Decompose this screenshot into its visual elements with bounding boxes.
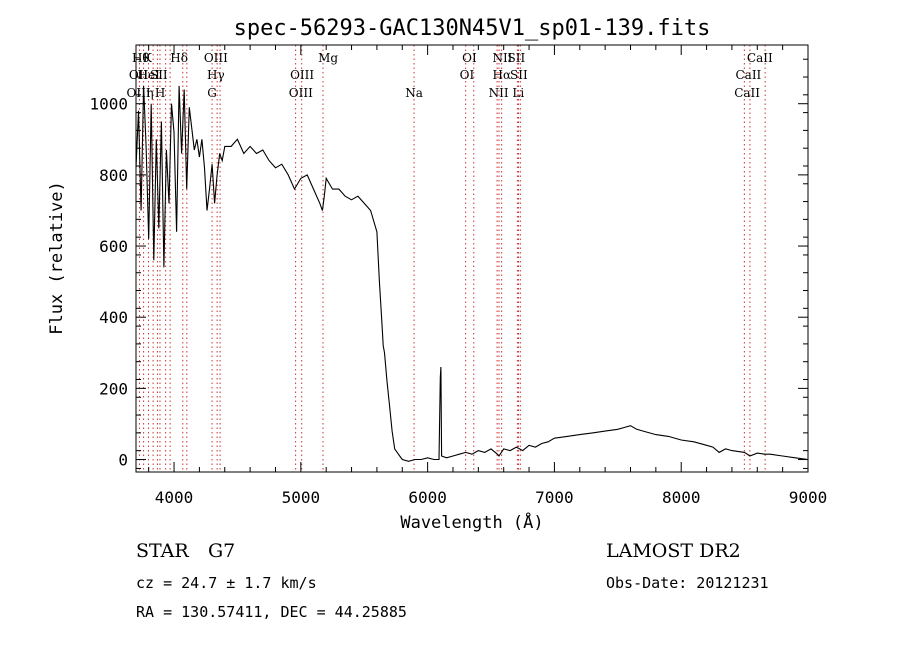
- line-marker-label: Na: [405, 86, 423, 100]
- line-marker-label: K: [143, 51, 153, 65]
- line-marker-label: OIII: [290, 68, 314, 82]
- y-tick-label: 600: [99, 237, 128, 256]
- line-marker-label: OIII: [289, 86, 313, 100]
- line-marker-label: SII: [150, 68, 168, 82]
- line-marker-label: SII: [510, 68, 528, 82]
- survey-label: LAMOST DR2: [606, 540, 741, 562]
- x-tick-label: 4000: [155, 488, 194, 507]
- spectrum-line: [135, 85, 809, 462]
- chart-title: spec-56293-GAC130N45V1_sp01-139.fits: [234, 16, 711, 41]
- x-tick-label: 6000: [408, 488, 447, 507]
- y-tick-label: 0: [118, 451, 128, 470]
- plot-frame: [135, 44, 809, 473]
- line-marker-label: CaII: [747, 51, 773, 65]
- x-tick-label: 7000: [535, 488, 574, 507]
- line-marker-label: H: [155, 86, 165, 100]
- line-marker-label: NII: [492, 51, 512, 65]
- line-marker-label: Hγ: [207, 68, 225, 82]
- line-marker-label: SII: [508, 51, 526, 65]
- line-marker-label: OI: [460, 68, 475, 82]
- coordinates-text: RA = 130.57411, DEC = 44.25885: [136, 603, 407, 621]
- line-marker-label: CaII: [735, 68, 761, 82]
- line-marker-label: η: [146, 86, 153, 100]
- line-marker-label: OII: [129, 68, 149, 82]
- line-marker-label: OI: [462, 51, 477, 65]
- line-marker-label: OIII: [127, 86, 151, 100]
- object-class: STAR: [136, 540, 189, 562]
- line-marker-label: Li: [512, 86, 524, 100]
- line-marker-label: Hδ: [170, 51, 188, 65]
- redshift-text: cz = 24.7 ± 1.7 km/s: [136, 574, 317, 592]
- y-tick-label: 1000: [89, 95, 128, 114]
- line-marker-label: HeI: [138, 68, 161, 82]
- obs-date-text: Obs-Date: 20121231: [606, 574, 769, 592]
- axis-ticks: 4000 5000 6000 7000 8000 9000 0 200 400 600 800 100…: [89, 45, 827, 507]
- x-tick-label: 8000: [662, 488, 701, 507]
- object-subclass: G7: [208, 540, 236, 562]
- line-marker-label: Mg: [318, 51, 338, 65]
- y-tick-label: 400: [99, 308, 128, 327]
- x-tick-label: 5000: [282, 488, 321, 507]
- line-marker-label: CaII: [734, 86, 760, 100]
- y-axis-label: Flux (relative): [47, 181, 67, 335]
- x-tick-label: 9000: [789, 488, 828, 507]
- x-axis-label: Wavelength (Å): [400, 511, 543, 533]
- line-marker-label: OIII: [204, 51, 228, 65]
- line-marker-label: NII: [489, 86, 509, 100]
- line-marker-label: Hα: [493, 68, 512, 82]
- y-tick-label: 800: [99, 166, 128, 185]
- line-markers: [138, 45, 766, 472]
- line-marker-label: G: [207, 86, 217, 100]
- y-tick-label: 200: [99, 379, 128, 398]
- series-layer: [135, 85, 809, 462]
